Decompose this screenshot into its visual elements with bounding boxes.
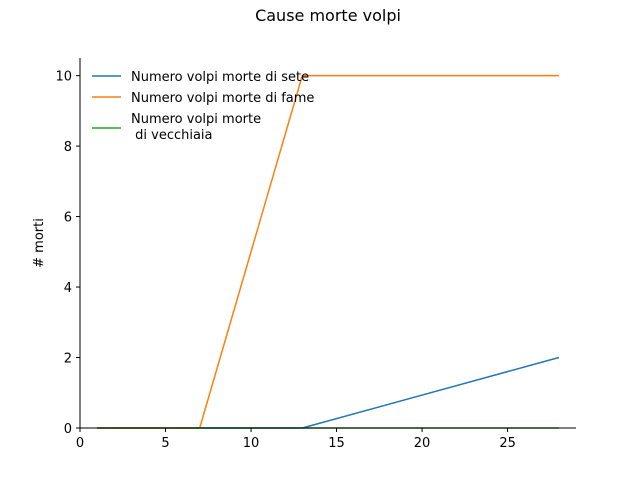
legend: Numero volpi morte di sete Numero volpi m…	[92, 70, 314, 143]
legend-label-1: Numero volpi morte di sete	[131, 70, 309, 85]
x-tick-label: 10	[243, 436, 260, 451]
y-tick-label: 10	[55, 70, 72, 85]
x-tick-label: 15	[328, 436, 345, 451]
x-tick-label: 20	[414, 436, 431, 451]
legend-label-2: Numero volpi morte di fame	[131, 91, 314, 106]
y-tick-label: 2	[64, 352, 72, 367]
series-line-1	[97, 356, 560, 429]
chart-title: Cause morte volpi	[255, 6, 401, 25]
x-tick-label: 0	[76, 436, 84, 451]
y-axis-label: # morti	[32, 218, 47, 268]
x-axis-ticks: 0 5 10 15 20 25	[76, 428, 516, 451]
x-tick-label: 25	[499, 436, 516, 451]
y-tick-label: 0	[64, 422, 72, 437]
y-tick-label: 4	[64, 281, 72, 296]
y-axis-ticks: 0 2 4 6 8 10	[55, 70, 80, 437]
y-tick-label: 8	[64, 140, 72, 155]
y-tick-label: 6	[64, 211, 72, 226]
x-tick-label: 5	[161, 436, 169, 451]
legend-label-3: Numero volpi morte di vecchiaia	[131, 112, 261, 143]
